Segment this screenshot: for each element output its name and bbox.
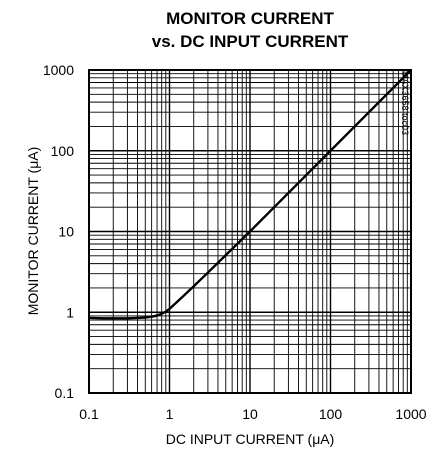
y-tick-label: 0.1 — [55, 385, 75, 401]
y-tick-label: 100 — [51, 143, 75, 159]
data-point — [182, 295, 184, 297]
data-point — [207, 271, 209, 273]
data-point — [136, 317, 138, 319]
x-axis-label: DC INPUT CURRENT (μA) — [166, 431, 335, 447]
data-point — [354, 125, 356, 127]
x-tick-label: 10 — [242, 406, 258, 422]
x-tick-label: 100 — [319, 406, 343, 422]
data-point — [150, 316, 152, 318]
data-point — [168, 308, 170, 310]
data-point — [88, 317, 90, 319]
x-tick-label: 1 — [166, 406, 174, 422]
data-point — [126, 317, 128, 319]
x-tick-label: 1000 — [395, 406, 426, 422]
data-point — [386, 93, 388, 95]
chart-title-line2: vs. DC INPUT CURRENT — [152, 32, 349, 51]
plot-frame — [88, 69, 412, 394]
y-tick-label: 1000 — [43, 62, 74, 78]
data-point — [193, 285, 195, 287]
data-point — [249, 230, 251, 232]
data-point — [225, 254, 227, 256]
data-point — [273, 206, 275, 208]
y-tick-label: 1 — [66, 304, 74, 320]
y-tick-label: 10 — [58, 224, 74, 240]
x-tick-label: 0.1 — [79, 406, 99, 422]
y-axis-label: MONITOR CURRENT (μA) — [25, 147, 41, 316]
chart-title-line1: MONITOR CURRENT — [166, 9, 334, 28]
data-point — [102, 317, 104, 319]
data-point — [305, 174, 307, 176]
series-line — [88, 69, 412, 320]
data-point — [165, 310, 167, 312]
data-point — [144, 316, 146, 318]
tick-labels: 0.1 1 10 100 1000 1000 100 10 1 0.1 — [43, 62, 427, 422]
data-point — [329, 150, 331, 152]
figure-code: MAX3658 toc03 — [400, 71, 410, 135]
data-point — [160, 312, 162, 314]
data-point — [156, 314, 158, 316]
data-point — [112, 317, 114, 319]
